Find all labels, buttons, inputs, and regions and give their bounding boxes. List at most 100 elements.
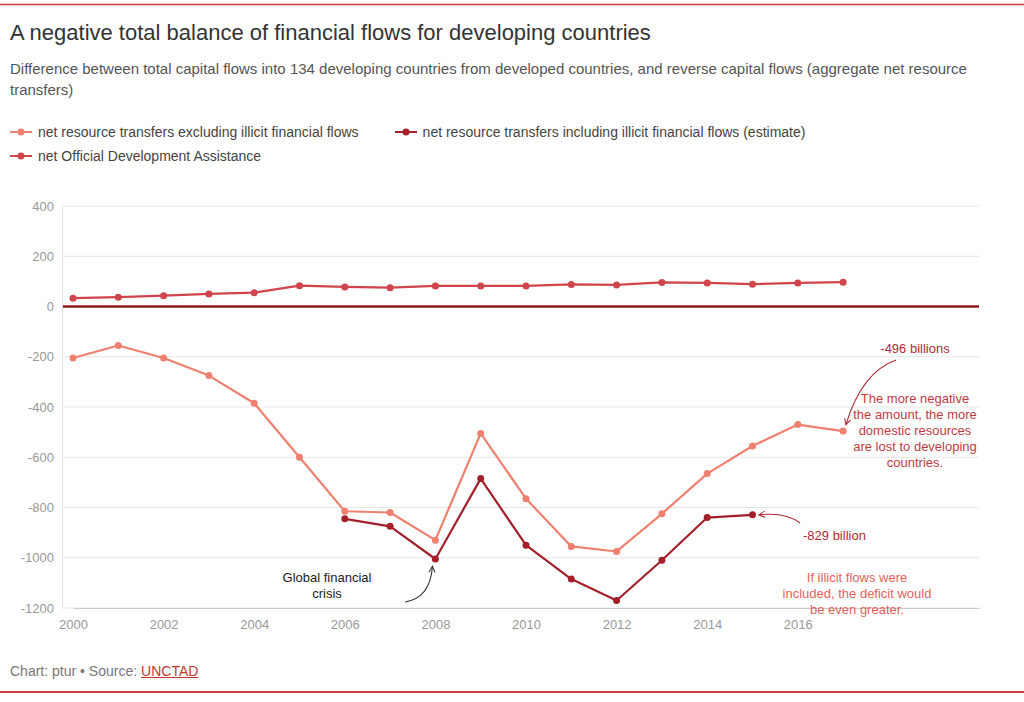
series-point [477,430,484,437]
annotation-line: If illicit flows were [807,570,907,585]
y-tick-label: 0 [47,299,54,314]
y-tick-label: -1000 [21,550,54,565]
x-tick: 2010 [512,608,541,632]
annotation: Global financialcrisis [283,570,372,601]
bottom-rule [0,691,1024,693]
annotation-arrow [760,514,801,523]
series-point [296,282,303,289]
series-point [477,282,484,289]
y-tick-label: -800 [28,500,54,515]
annotation: The more negativethe amount, the moredom… [853,391,977,470]
x-tick-label: 2008 [421,617,450,632]
annotation-line: countries. [887,455,943,470]
series-point [568,281,575,288]
legend-swatch [10,126,32,138]
series-point [432,537,439,544]
y-tick: 400 [32,199,62,214]
y-tick-label: -600 [28,450,54,465]
series-point [523,495,530,502]
series-point [251,289,258,296]
x-tick: 2006 [331,608,360,632]
series-point [840,279,847,286]
series-point [568,576,575,583]
x-tick: 2012 [603,608,632,632]
series-point [70,355,77,362]
legend-swatch-marker [18,153,25,160]
x-tick-label: 2016 [784,617,813,632]
legend-item: net resource transfers excluding illicit… [10,124,359,140]
x-tick-label: 2012 [603,617,632,632]
y-tick: -1000 [21,550,62,565]
x-tick-label: 2002 [150,617,179,632]
series-point [523,542,530,549]
series-point [251,400,258,407]
grid-line [62,206,979,207]
series-point [432,556,439,563]
annotation-line: -496 billions [880,341,950,356]
annotation-line: the amount, the more [853,407,977,422]
legend-swatch-marker [402,129,409,136]
x-tick: 2004 [240,608,269,632]
footer-credit: Chart: ptur • Source: [10,663,137,679]
legend-label: net resource transfers excluding illicit… [38,124,359,140]
series-point [658,510,665,517]
legend-item: net Official Development Assistance [10,148,261,164]
x-tick: 2002 [150,608,179,632]
series-point [749,281,756,288]
legend-swatch [10,150,32,162]
series-point [523,282,530,289]
x-tick: 2008 [421,608,450,632]
x-tick-label: 2004 [240,617,269,632]
series-point [160,355,167,362]
series-point [568,543,575,550]
series-point [387,523,394,530]
series-point [341,283,348,290]
series-point [613,281,620,288]
grid-line [62,557,979,558]
series-point [115,294,122,301]
series-point [658,557,665,564]
series-point [115,342,122,349]
legend-swatch-marker [18,129,25,136]
title: A negative total balance of financial fl… [10,20,651,46]
series-point [840,428,847,435]
grid [62,206,979,608]
y-tick: -1200 [21,601,62,616]
footer: Chart: ptur • Source:UNCTAD [10,663,198,679]
annotation: -496 billions [880,341,950,356]
y-axis: -1200-1000-800-600-400-2000200400 [21,199,63,616]
series-point [794,279,801,286]
series-point [704,470,711,477]
series-point [296,454,303,461]
legend-item: net resource transfers including illicit… [395,124,806,140]
annotation-line: The more negative [861,391,969,406]
series-line [73,282,843,298]
annotation-line: included, the deficit would [783,586,932,601]
series-point [704,279,711,286]
series-point [205,372,212,379]
y-tick: -800 [28,500,62,515]
y-tick-label: 200 [32,249,54,264]
y-tick-label: -1200 [21,601,54,616]
y-tick: -600 [28,450,62,465]
y-tick-label: 400 [32,199,54,214]
series-point [341,508,348,515]
x-tick-label: 2000 [59,617,88,632]
zero-line [62,305,979,308]
grid-line [62,356,979,357]
series-point [794,421,801,428]
source-link[interactable]: UNCTAD [141,663,198,679]
series-point [704,514,711,521]
annotation-line: domestic resources [859,423,972,438]
x-tick: 2016 [784,608,813,632]
x-tick-label: 2014 [693,617,722,632]
series-point [70,295,77,302]
y-tick: 200 [32,249,62,264]
legend: net resource transfers excluding illicit… [10,124,870,164]
annotation-arrow [405,567,432,602]
grid-line [62,407,979,408]
x-tick-label: 2010 [512,617,541,632]
y-axis-line [62,207,63,609]
chart-canvas: -1200-1000-800-600-400-20002004002000200… [0,0,1024,702]
grid-line [62,457,979,458]
